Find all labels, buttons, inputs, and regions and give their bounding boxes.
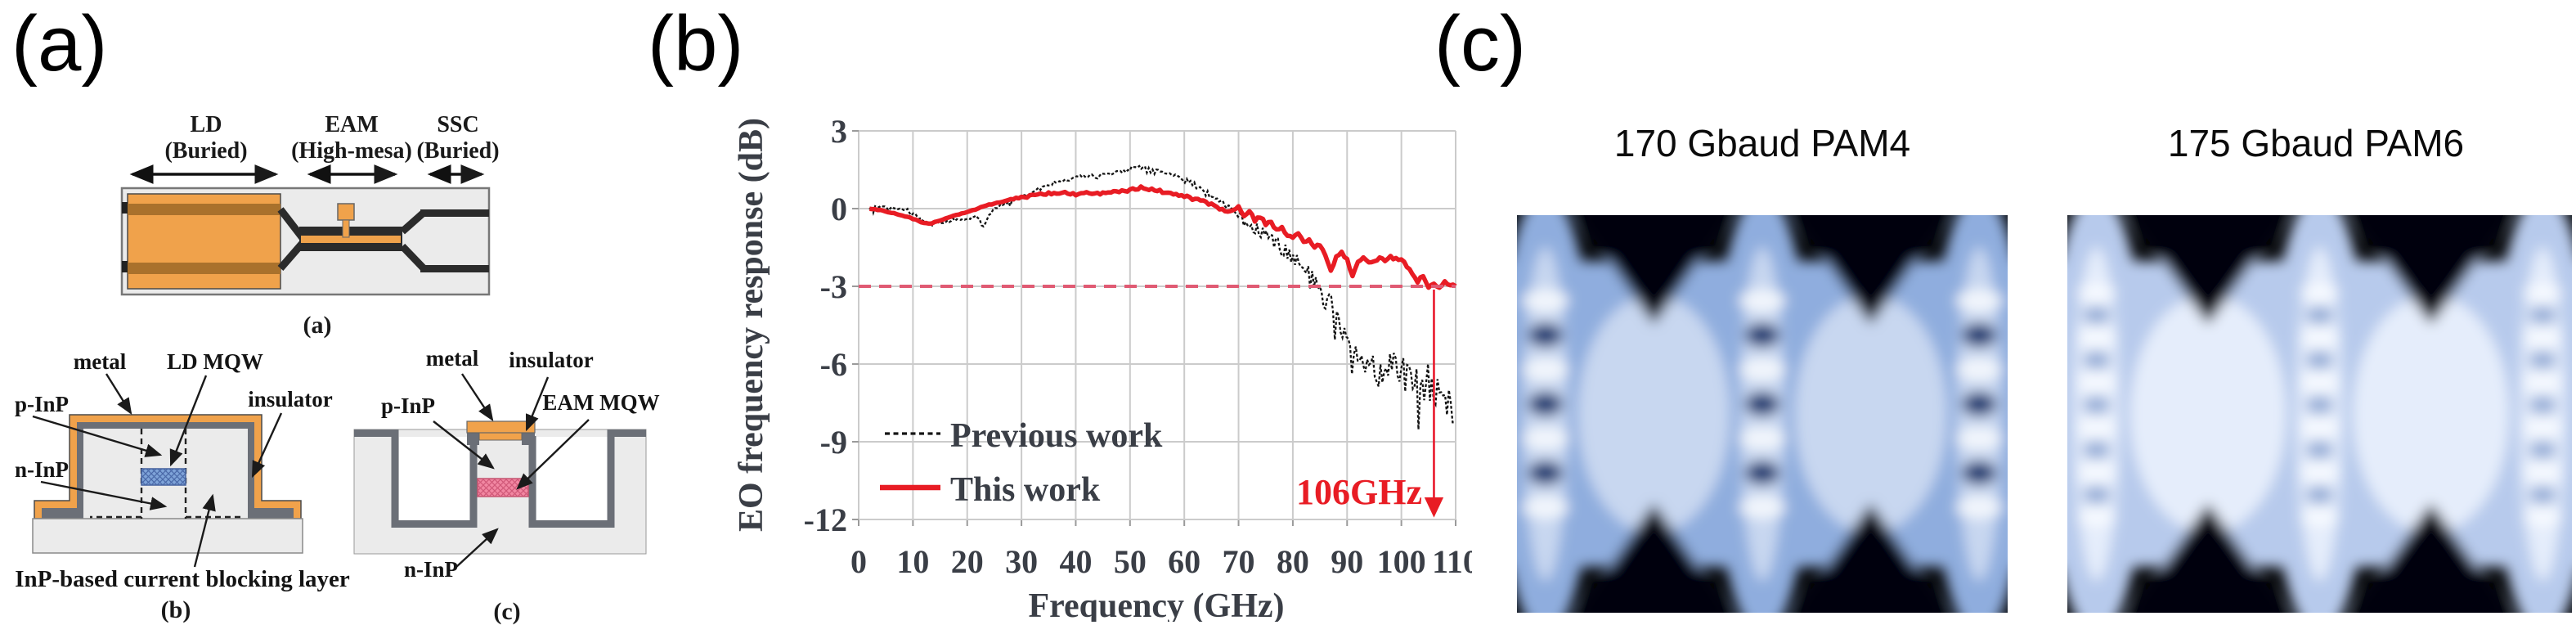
eam-region-name: EAM [325, 112, 378, 137]
legend-this-work: This work [950, 471, 1101, 509]
eam-region-type: (High-mesa) [291, 138, 412, 164]
mesa-insulator-cap [522, 431, 535, 445]
chart-legend: Previous work This work [880, 417, 1163, 509]
n-inp-label: n-InP [15, 457, 69, 482]
y-axis-title: EO frequency response (dB) [736, 118, 770, 532]
blocking-layer-label: InP-based current blocking layer [15, 566, 350, 592]
svg-text:30: 30 [1005, 543, 1038, 580]
substrate [32, 518, 303, 554]
eye-diagram-pam6 [2067, 215, 2572, 613]
ld-stripe-bottom [128, 263, 280, 274]
ld-cross-section-caption: (b) [161, 596, 191, 623]
pam4-eye-title: 170 Gbaud PAM4 [1613, 122, 1911, 164]
bandwidth-annotation: 106GHz [1296, 472, 1422, 512]
p-inp-label: p-InP [381, 393, 435, 418]
metal-label: metal [426, 348, 479, 371]
svg-text:-6: -6 [820, 346, 847, 383]
svg-text:100: 100 [1377, 543, 1426, 580]
svg-text:10: 10 [896, 543, 929, 580]
legend-previous-work: Previous work [950, 417, 1163, 455]
n-inp-label: n-InP [404, 557, 458, 582]
svg-text:-12: -12 [804, 501, 847, 538]
eam-cross-section-arrows [433, 373, 590, 568]
conformal-insulator [354, 429, 646, 528]
eam-cross-section-caption: (c) [493, 598, 520, 625]
etched-trench-right [536, 437, 608, 521]
metal-label: metal [74, 349, 127, 374]
p-inp-label: p-InP [15, 392, 69, 416]
ld-stripe-top [128, 204, 280, 215]
ssc-waveguide-bottom [420, 265, 489, 272]
svg-text:-9: -9 [820, 424, 847, 461]
svg-text:-3: -3 [820, 268, 847, 305]
panel-c-label: (c) [1434, 0, 1526, 88]
insulator-label: insulator [509, 348, 594, 372]
ld-region-name: LD [191, 112, 222, 137]
svg-text:20: 20 [951, 543, 984, 580]
svg-text:90: 90 [1331, 543, 1363, 580]
etched-trench-left [399, 437, 470, 521]
mesa-metal-cap [466, 420, 536, 434]
x-axis-title: Frequency (GHz) [1029, 587, 1285, 622]
ld-cross-section-diagram: metal LD MQW p-InP insulator n-InP InP-b… [15, 349, 350, 623]
svg-text:50: 50 [1114, 543, 1147, 580]
top-view-caption: (a) [303, 312, 332, 339]
eam-mqw-label: EAM MQW [542, 390, 659, 415]
svg-text:60: 60 [1168, 543, 1200, 580]
ld-cross-section-arrows [32, 373, 283, 568]
ld-region-type: (Buried) [164, 138, 247, 164]
panel-b-label: (b) [648, 0, 744, 88]
panel-a-label: (a) [11, 0, 108, 88]
svg-text:0: 0 [850, 543, 867, 580]
eam-cross-section-diagram: metal insulator p-InP EAM MQW n-InP (c) [353, 348, 660, 625]
chip-body [120, 187, 491, 296]
svg-text:110: 110 [1432, 543, 1472, 580]
ssc-waveguide-top [420, 209, 489, 217]
svg-text:3: 3 [831, 113, 847, 150]
chart-gridlines [852, 130, 1456, 526]
ssc-region-name: SSC [437, 112, 478, 137]
chart-annotations [859, 285, 1456, 518]
svg-text:40: 40 [1059, 543, 1092, 580]
svg-text:0: 0 [831, 191, 847, 227]
ld-mqw-label: LD MQW [167, 349, 263, 374]
ld-cross-section-structure [32, 414, 303, 554]
eam-cross-section-structure [353, 420, 647, 555]
svg-text:80: 80 [1277, 543, 1309, 580]
pam6-eye-title: 175 Gbaud PAM6 [2167, 122, 2465, 164]
insulator-label: insulator [248, 387, 333, 411]
eam-electrode-pad [337, 203, 355, 221]
device-top-view-schematic: LD (Buried) EAM (High-mesa) SSC (Buried) [120, 112, 500, 339]
eye-diagram-pam4 [1517, 215, 2008, 613]
svg-text:70: 70 [1223, 543, 1255, 580]
chart-series [868, 164, 1457, 430]
ssc-region-type: (Buried) [416, 138, 499, 164]
